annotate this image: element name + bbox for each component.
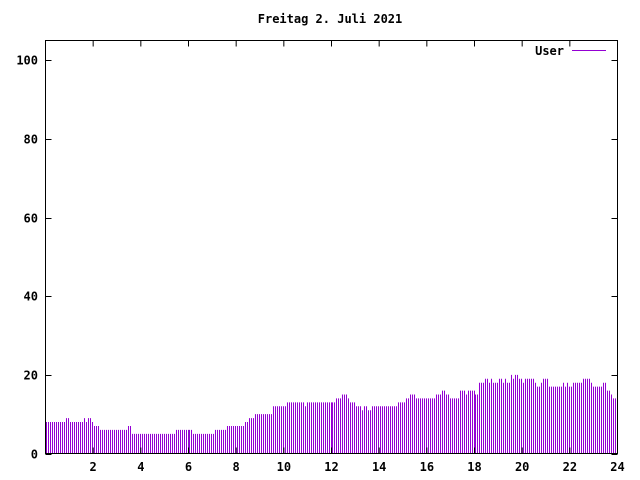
x-tick-label: 2 xyxy=(90,460,97,474)
y-tick-label: 60 xyxy=(24,212,38,226)
x-tick-label: 4 xyxy=(137,460,144,474)
y-tick-label: 20 xyxy=(24,369,38,383)
y-axis: 0 20 40 60 80 100 xyxy=(16,54,618,462)
x-tick-label: 20 xyxy=(515,460,529,474)
bars xyxy=(46,374,618,454)
legend: User xyxy=(535,44,606,58)
x-tick-label: 24 xyxy=(610,460,624,474)
y-tick-label: 100 xyxy=(16,54,38,68)
y-tick-label: 0 xyxy=(31,448,38,462)
x-tick-label: 12 xyxy=(324,460,338,474)
legend-label: User xyxy=(535,44,564,58)
x-tick-label: 8 xyxy=(233,460,240,474)
x-tick-label: 10 xyxy=(277,460,291,474)
x-axis: 2 4 6 8 10 12 14 16 18 20 22 24 xyxy=(90,40,625,474)
chart-title: Freitag 2. Juli 2021 xyxy=(258,12,403,26)
x-tick-label: 6 xyxy=(185,460,192,474)
y-tick-label: 80 xyxy=(24,133,38,147)
y-tick-label: 40 xyxy=(24,290,38,304)
x-tick-label: 22 xyxy=(563,460,577,474)
x-tick-label: 14 xyxy=(372,460,386,474)
x-tick-label: 16 xyxy=(420,460,434,474)
x-tick-label: 18 xyxy=(467,460,481,474)
